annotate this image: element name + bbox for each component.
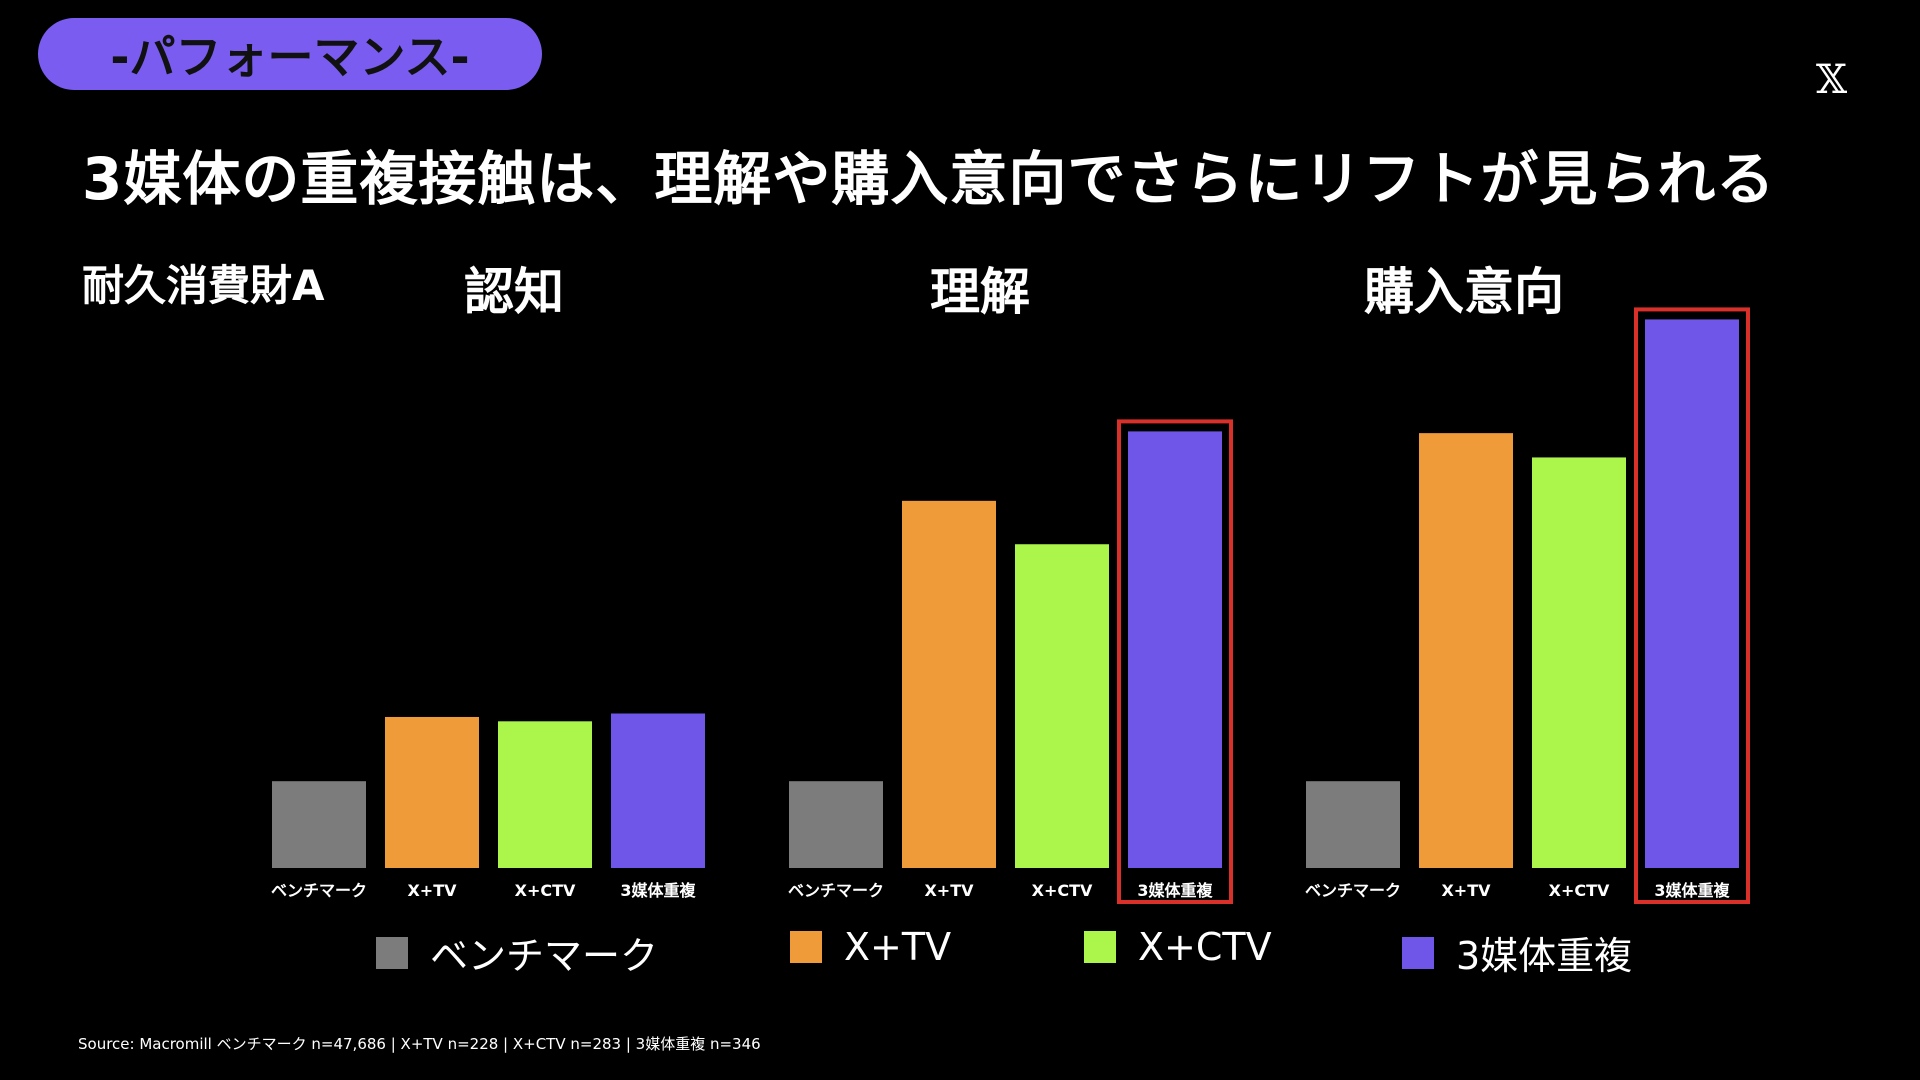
legend-item-x-tv: X+TV (790, 925, 951, 969)
legend-label-benchmark: ベンチマーク (430, 934, 659, 978)
legend-swatch-benchmark (376, 936, 408, 969)
tick-label-awareness-x-tv: X+TV (407, 881, 457, 900)
legend-label-3-media: 3媒体重複 (1456, 934, 1633, 978)
bar-understanding-3-media (1128, 431, 1222, 868)
tick-label-awareness-benchmark: ベンチマーク (271, 881, 367, 900)
tick-label-understanding-3-media: 3媒体重複 (1137, 881, 1213, 900)
bar-purchase-intent-x-tv (1419, 433, 1513, 868)
tick-label-purchase-intent-3-media: 3媒体重複 (1654, 881, 1730, 900)
bar-awareness-3-media (611, 713, 705, 868)
panel-title-understanding: 理解 (930, 263, 1030, 321)
tick-label-purchase-intent-benchmark: ベンチマーク (1305, 881, 1401, 900)
panel-title-purchase-intent: 購入意向 (1364, 263, 1564, 321)
bar-purchase-intent-benchmark (1306, 781, 1400, 868)
tick-label-awareness-x-ctv: X+CTV (515, 881, 576, 900)
highlight-box-purchase-intent (1634, 307, 1750, 904)
section-badge: -パフォーマンス- (38, 18, 542, 90)
legend-swatch-3-media (1402, 936, 1434, 969)
tick-label-understanding-x-tv: X+TV (924, 881, 974, 900)
bar-purchase-intent-3-media (1645, 319, 1739, 868)
bar-awareness-benchmark (272, 781, 366, 868)
bar-awareness-x-tv (385, 716, 479, 868)
legend-swatch-x-tv (790, 931, 822, 963)
legend-item-benchmark: ベンチマーク (376, 925, 658, 980)
legend-swatch-x-ctv (1084, 931, 1116, 963)
highlight-box-understanding (1117, 419, 1233, 904)
tick-label-purchase-intent-x-ctv: X+CTV (1549, 881, 1610, 900)
tick-label-understanding-benchmark: ベンチマーク (788, 881, 884, 900)
source-note: Source: Macromill ベンチマーク n=47,686 | X+TV… (78, 1035, 761, 1053)
product-category-label: 耐久消費財A (82, 261, 325, 310)
tick-label-awareness-3-media: 3媒体重複 (620, 881, 696, 900)
tick-label-understanding-x-ctv: X+CTV (1032, 881, 1093, 900)
panel-title-awareness: 認知 (464, 263, 564, 321)
bar-understanding-x-ctv (1015, 544, 1109, 868)
page-headline: 3媒体の重複接触は、理解や購入意向でさらにリフトが見られる (82, 145, 1776, 213)
bar-understanding-benchmark (789, 781, 883, 868)
bar-awareness-x-ctv (498, 721, 592, 868)
legend-item-3-media: 3媒体重複 (1402, 925, 1632, 980)
bar-purchase-intent-x-ctv (1532, 457, 1626, 868)
legend-item-x-ctv: X+CTV (1084, 925, 1272, 969)
x-logo-icon: 𝕏 (1816, 57, 1848, 103)
legend-label-x-ctv: X+CTV (1138, 925, 1272, 969)
legend-label-x-tv: X+TV (844, 925, 952, 969)
bar-understanding-x-tv (902, 500, 996, 868)
section-badge-label: -パフォーマンス- (110, 30, 470, 84)
tick-label-purchase-intent-x-tv: X+TV (1441, 881, 1491, 900)
